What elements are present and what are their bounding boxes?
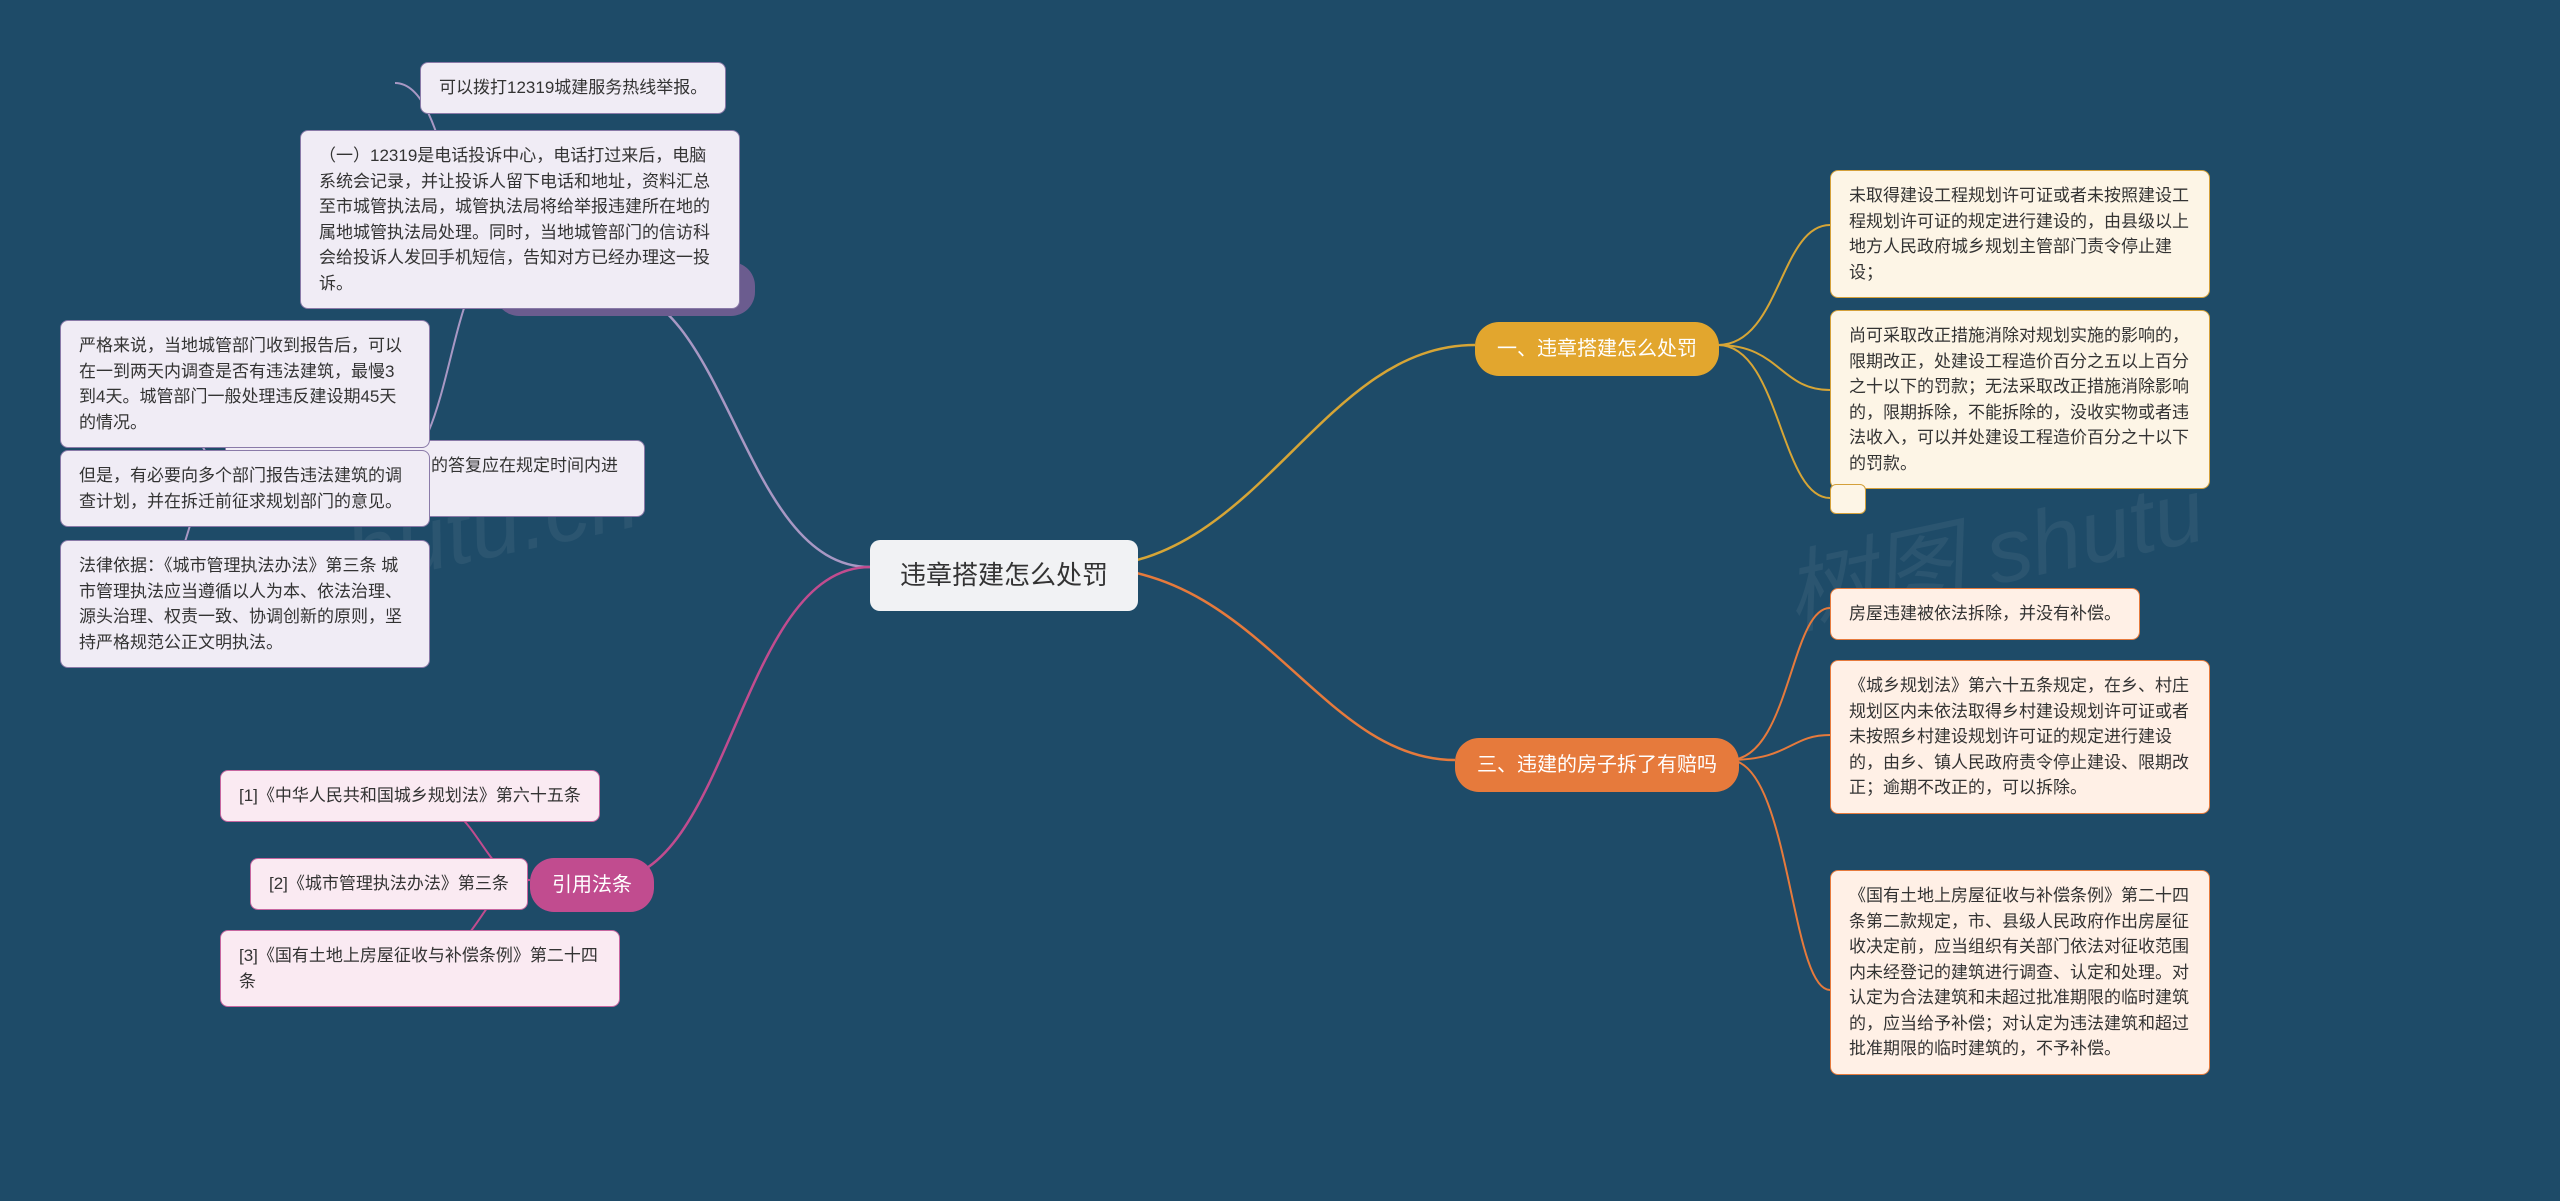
leaf-b2-1: （一）12319是电话投诉中心，电话打过来后，电脑系统会记录，并让投诉人留下电话… bbox=[300, 130, 740, 309]
leaf-b2-sub-2: 法律依据：《城市管理执法办法》第三条 城市管理执法应当遵循以人为本、依法治理、源… bbox=[60, 540, 430, 668]
leaf-b2-0: 可以拨打12319城建服务热线举报。 bbox=[420, 62, 726, 114]
leaf-b3-1: 《城乡规划法》第六十五条规定，在乡、村庄规划区内未依法取得乡村建设规划许可证或者… bbox=[1830, 660, 2210, 814]
leaf-b1-0: 未取得建设工程规划许可证或者未按照建设工程规划许可证的规定进行建设的，由县级以上… bbox=[1830, 170, 2210, 298]
leaf-b1-2 bbox=[1830, 484, 1866, 514]
leaf-b3-0: 房屋违建被依法拆除，并没有补偿。 bbox=[1830, 588, 2140, 640]
leaf-b2-sub-1: 但是，有必要向多个部门报告违法建筑的调查计划，并在拆迁前征求规划部门的意见。 bbox=[60, 450, 430, 527]
leaf-b4-2: [3]《国有土地上房屋征收与补偿条例》第二十四条 bbox=[220, 930, 620, 1007]
branch-1[interactable]: 一、违章搭建怎么处罚 bbox=[1475, 322, 1719, 376]
leaf-b2-sub-0: 严格来说，当地城管部门收到报告后，可以在一到两天内调查是否有违法建筑，最慢3到4… bbox=[60, 320, 430, 448]
branch-4[interactable]: 引用法条 bbox=[530, 858, 654, 912]
root-node[interactable]: 违章搭建怎么处罚 bbox=[870, 540, 1138, 611]
branch-3[interactable]: 三、违建的房子拆了有赔吗 bbox=[1455, 738, 1739, 792]
leaf-b1-1: 尚可采取改正措施消除对规划实施的影响的，限期改正，处建设工程造价百分之五以上百分… bbox=[1830, 310, 2210, 489]
leaf-b4-1: [2]《城市管理执法办法》第三条 bbox=[250, 858, 528, 910]
leaf-b3-2: 《国有土地上房屋征收与补偿条例》第二十四条第二款规定，市、县级人民政府作出房屋征… bbox=[1830, 870, 2210, 1075]
leaf-b4-0: [1]《中华人民共和国城乡规划法》第六十五条 bbox=[220, 770, 600, 822]
